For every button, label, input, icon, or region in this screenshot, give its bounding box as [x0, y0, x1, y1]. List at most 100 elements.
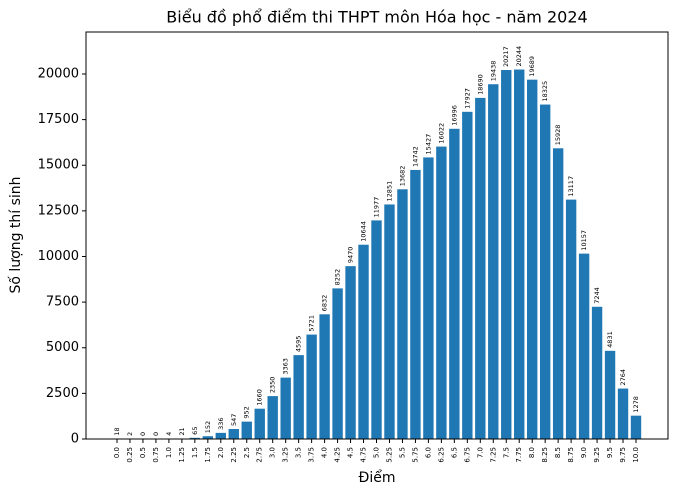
x-tick-label: 5.5	[398, 447, 406, 458]
x-tick-label: 4.0	[321, 447, 329, 458]
data-label: 17927	[463, 88, 471, 109]
bar	[462, 111, 473, 440]
data-label: 16022	[437, 123, 445, 144]
bar	[604, 350, 616, 439]
x-tick-label: 8.75	[567, 447, 575, 463]
chart-title: Biểu đồ phổ điểm thi THPT môn Hóa học - …	[166, 8, 587, 27]
data-label: 20217	[502, 46, 510, 67]
x-tick-label: 6.75	[463, 447, 471, 463]
x-tick-label: 8.0	[528, 447, 536, 458]
x-tick-label: 7.75	[515, 447, 523, 463]
data-label: 3363	[282, 358, 290, 375]
data-label: 16996	[450, 105, 458, 126]
y-tick-label: 7500	[46, 295, 79, 310]
data-label: 15928	[554, 125, 562, 146]
bar	[552, 148, 564, 439]
x-tick-label: 7.5	[502, 447, 510, 458]
bar	[449, 128, 460, 439]
data-label: 13117	[567, 176, 575, 197]
data-label: 14742	[411, 146, 419, 167]
x-tick-label: 9.75	[619, 447, 627, 463]
data-label: 18	[113, 427, 121, 435]
data-label: 0	[139, 432, 147, 436]
y-tick-label: 20000	[38, 66, 79, 81]
bar	[591, 306, 603, 439]
bar	[319, 314, 330, 439]
y-tick-label: 15000	[38, 158, 79, 173]
data-label: 7244	[593, 287, 601, 304]
data-label: 19438	[489, 61, 497, 82]
y-tick-label: 12500	[38, 203, 79, 218]
data-label: 0	[152, 432, 160, 436]
x-tick-label: 4.75	[360, 447, 368, 463]
y-tick-label: 0	[71, 432, 79, 447]
bar	[630, 415, 642, 439]
data-label: 336	[217, 417, 225, 429]
bar	[228, 429, 239, 439]
x-tick-label: 8.5	[554, 447, 562, 458]
x-tick-label: 3.25	[282, 447, 290, 463]
data-label: 6832	[321, 295, 329, 312]
bar	[345, 266, 356, 439]
bar	[306, 334, 317, 439]
x-tick-label: 1.25	[178, 447, 186, 463]
bar	[384, 204, 395, 439]
bar	[254, 408, 265, 439]
data-label: 2764	[619, 369, 627, 386]
y-tick-label: 10000	[38, 249, 79, 264]
plot-frame	[85, 31, 669, 440]
bar	[358, 244, 369, 439]
bar	[617, 388, 629, 439]
data-label: 4831	[606, 331, 614, 348]
x-tick-label: 5.75	[411, 447, 419, 463]
data-label: 5721	[308, 315, 316, 332]
x-tick-label: 5.0	[373, 447, 381, 458]
x-tick-label: 9.25	[593, 447, 601, 463]
y-tick-label: 17500	[38, 112, 79, 127]
data-label: 8252	[334, 269, 342, 286]
bar	[410, 169, 421, 440]
x-tick-label: 1.5	[191, 447, 199, 458]
x-tick-label: 2.5	[243, 447, 251, 458]
data-label: 2	[126, 432, 134, 436]
bar	[565, 199, 577, 439]
x-tick-label: 8.25	[541, 447, 549, 463]
x-tick-label: 3.5	[295, 447, 303, 458]
x-tick-label: 5.25	[385, 447, 393, 463]
data-label: 547	[230, 414, 238, 426]
data-label: 65	[191, 427, 199, 435]
x-tick-label: 9.5	[606, 447, 614, 458]
data-label: 18325	[541, 81, 549, 102]
data-label: 4	[165, 432, 173, 436]
x-tick-label: 9.0	[580, 447, 588, 458]
x-tick-label: 1.75	[204, 447, 212, 463]
bar	[514, 69, 525, 440]
x-tick-label: 1.0	[165, 447, 173, 458]
bar	[539, 104, 551, 439]
data-label: 9470	[347, 247, 355, 264]
data-label: 1278	[632, 396, 640, 413]
data-label: 19689	[528, 56, 536, 77]
bar	[267, 396, 278, 439]
bar	[578, 253, 590, 439]
x-tick-label: 2.25	[230, 447, 238, 463]
data-label: 13682	[398, 166, 406, 187]
data-label: 12851	[385, 181, 393, 202]
data-label: 10157	[580, 230, 588, 251]
bar	[241, 421, 252, 439]
x-tick-label: 7.0	[476, 447, 484, 458]
bar	[189, 437, 201, 439]
x-tick-label: 3.75	[308, 447, 316, 463]
x-axis-label: Điểm	[359, 469, 396, 486]
x-tick-label: 4.5	[347, 447, 355, 458]
bar	[202, 436, 214, 439]
bar	[293, 355, 304, 439]
x-tick-label: 7.25	[489, 447, 497, 463]
bar	[475, 97, 486, 440]
data-label: 11977	[373, 197, 381, 218]
bar	[527, 79, 538, 439]
bar	[332, 288, 343, 439]
x-tick-label: 0.75	[152, 447, 160, 463]
y-tick-label: 2500	[46, 386, 79, 401]
